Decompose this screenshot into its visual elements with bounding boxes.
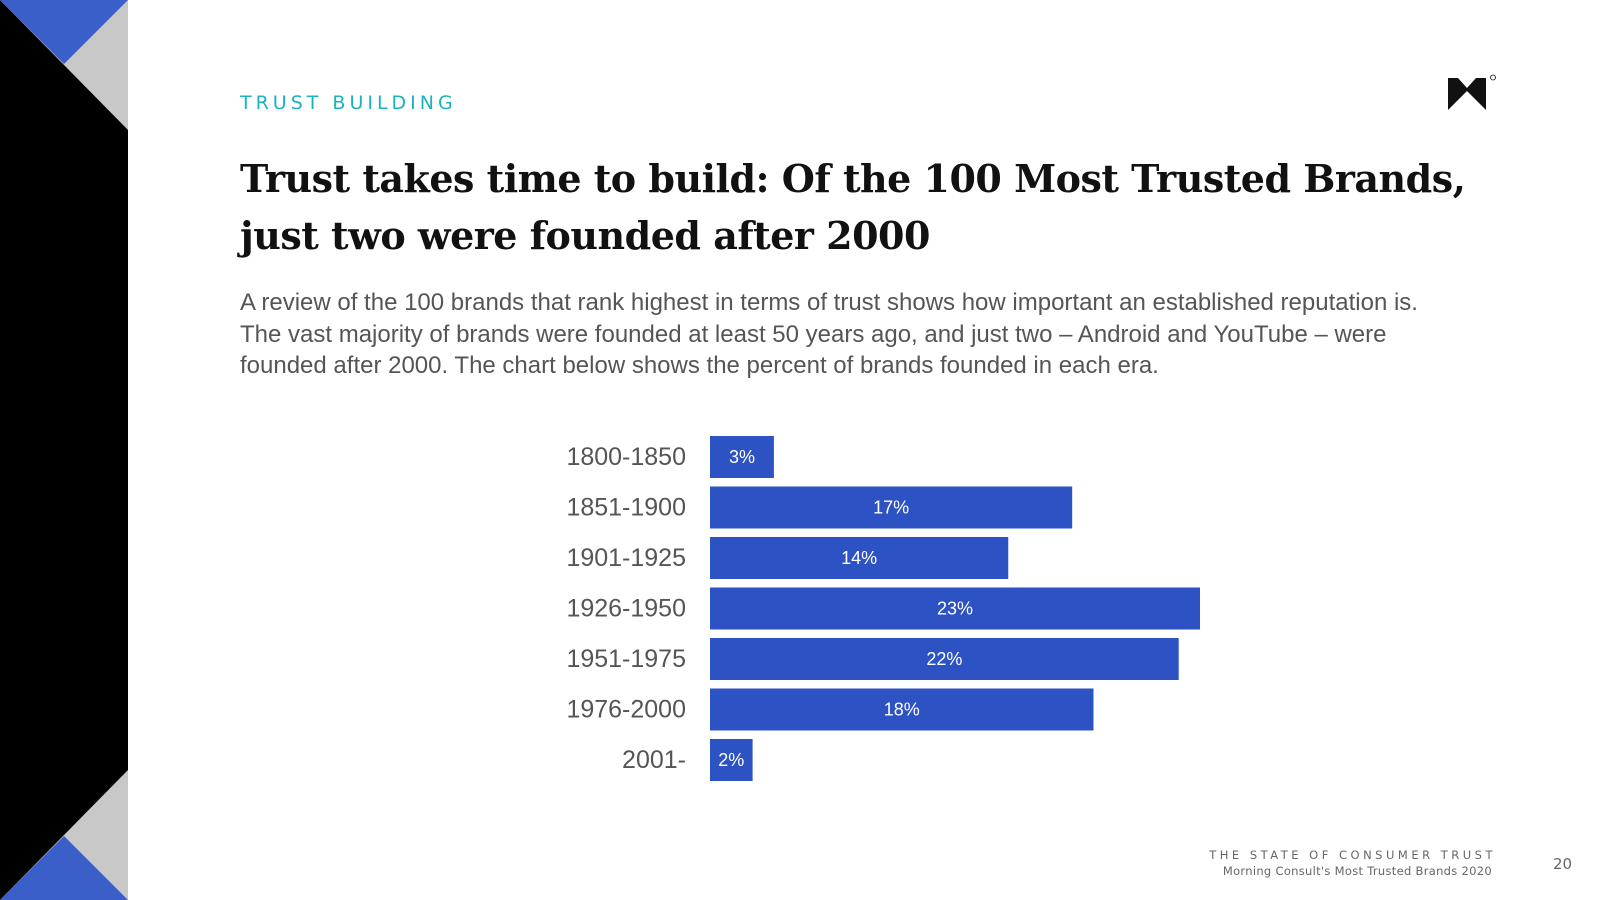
category-label: 1800-1850 bbox=[566, 443, 686, 471]
category-label: 1851-1900 bbox=[566, 494, 686, 522]
founding-era-bar-chart: 1800-1850 3% 1851-1900 17% 1901-1925 14% 1926-… bbox=[566, 436, 1200, 781]
bar-value-label: 17% bbox=[873, 498, 909, 518]
page-number: 20 bbox=[1553, 855, 1573, 873]
bar-value-label: 18% bbox=[884, 700, 920, 720]
bar bbox=[710, 436, 774, 478]
bar-value-label: 2% bbox=[718, 750, 744, 770]
footer-subtitle: Morning Consult's Most Trusted Brands 20… bbox=[1222, 864, 1492, 878]
bar bbox=[710, 587, 1200, 630]
category-label: 1951-1975 bbox=[566, 645, 686, 673]
category-label: 1926-1950 bbox=[566, 595, 686, 623]
bar-value-label: 23% bbox=[937, 599, 973, 619]
category-label: 1901-1925 bbox=[566, 544, 686, 572]
category-label: 1976-2000 bbox=[566, 696, 686, 724]
bar bbox=[710, 537, 1009, 579]
bar bbox=[710, 688, 1094, 731]
bar bbox=[710, 739, 753, 781]
footer-report-title: THE STATE OF CONSUMER TRUST bbox=[1209, 848, 1496, 862]
intro-paragraph: A review of the 100 brands that rank hig… bbox=[240, 289, 1418, 379]
morning-consult-logo-icon bbox=[1448, 74, 1496, 110]
decorative-side-band bbox=[0, 0, 128, 900]
page-title: Trust takes time to build: Of the 100 Mo… bbox=[240, 156, 1466, 258]
bar-value-label: 3% bbox=[729, 447, 755, 467]
bar bbox=[710, 486, 1073, 529]
category-label: 2001- bbox=[622, 746, 686, 774]
bar-value-label: 22% bbox=[926, 649, 962, 669]
section-label: TRUST BUILDING bbox=[240, 92, 457, 114]
bar bbox=[710, 638, 1179, 680]
bar-value-label: 14% bbox=[841, 548, 877, 568]
